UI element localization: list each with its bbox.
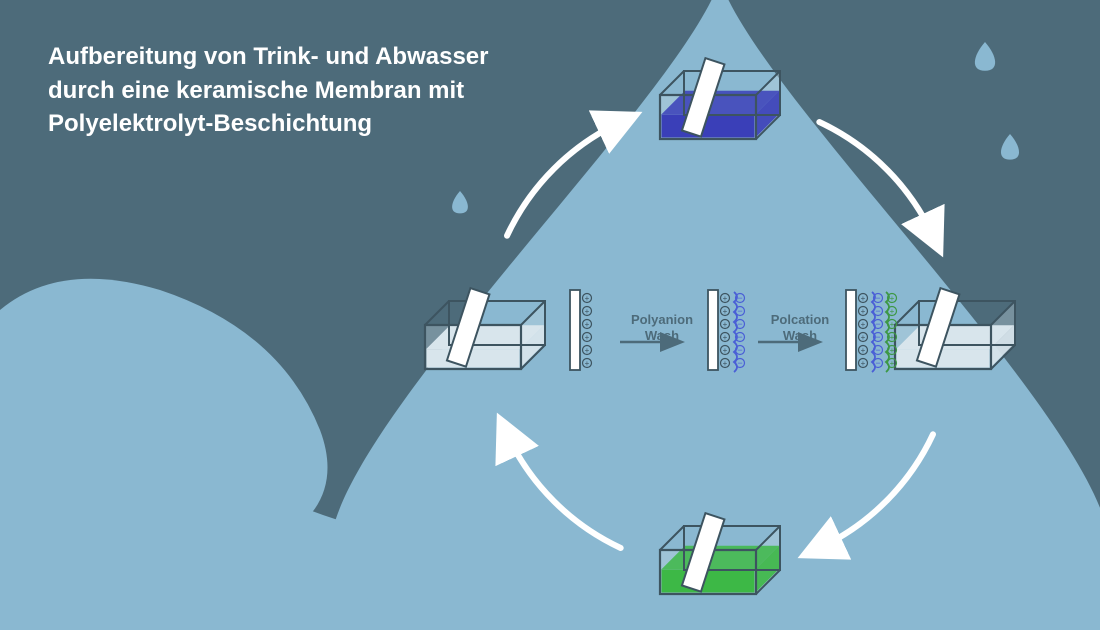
svg-text:+: + bbox=[585, 294, 590, 303]
svg-text:+: + bbox=[861, 307, 866, 316]
svg-text:+: + bbox=[723, 294, 728, 303]
svg-text:−: − bbox=[737, 332, 742, 342]
svg-text:+: + bbox=[861, 320, 866, 329]
svg-text:+: + bbox=[890, 333, 895, 342]
svg-text:+: + bbox=[585, 346, 590, 355]
svg-text:+: + bbox=[861, 359, 866, 368]
svg-text:+: + bbox=[585, 333, 590, 342]
title-line-2: durch eine keramische Membran mit bbox=[48, 74, 488, 108]
svg-text:−: − bbox=[737, 345, 742, 355]
title-line-3: Polyelektrolyt-Beschichtung bbox=[48, 107, 488, 141]
svg-text:+: + bbox=[585, 359, 590, 368]
svg-text:+: + bbox=[861, 333, 866, 342]
svg-text:+: + bbox=[890, 307, 895, 316]
svg-text:+: + bbox=[890, 359, 895, 368]
svg-text:+: + bbox=[890, 320, 895, 329]
svg-text:+: + bbox=[585, 307, 590, 316]
process-label-polycation: Polcation Wash bbox=[760, 312, 840, 343]
svg-text:+: + bbox=[723, 307, 728, 316]
svg-text:+: + bbox=[861, 346, 866, 355]
svg-text:+: + bbox=[585, 320, 590, 329]
svg-text:+: + bbox=[723, 320, 728, 329]
svg-text:−: − bbox=[737, 319, 742, 329]
svg-text:+: + bbox=[723, 359, 728, 368]
svg-text:−: − bbox=[737, 358, 742, 368]
svg-text:−: − bbox=[737, 293, 742, 303]
svg-text:−: − bbox=[875, 293, 880, 303]
svg-text:−: − bbox=[875, 306, 880, 316]
infographic-canvas: ++++++++++++−−−−−−++++++−−−−−−++++++ Auf… bbox=[0, 0, 1100, 630]
svg-text:+: + bbox=[890, 294, 895, 303]
svg-text:+: + bbox=[890, 346, 895, 355]
svg-text:−: − bbox=[875, 358, 880, 368]
svg-text:+: + bbox=[861, 294, 866, 303]
svg-text:−: − bbox=[875, 345, 880, 355]
svg-text:−: − bbox=[737, 306, 742, 316]
title-line-1: Aufbereitung von Trink- und Abwasser bbox=[48, 40, 488, 74]
page-title: Aufbereitung von Trink- und Abwasser dur… bbox=[48, 40, 488, 141]
svg-text:+: + bbox=[723, 333, 728, 342]
svg-text:+: + bbox=[723, 346, 728, 355]
svg-text:−: − bbox=[875, 319, 880, 329]
svg-text:−: − bbox=[875, 332, 880, 342]
process-label-polyanion: Polyanion Wash bbox=[622, 312, 702, 343]
